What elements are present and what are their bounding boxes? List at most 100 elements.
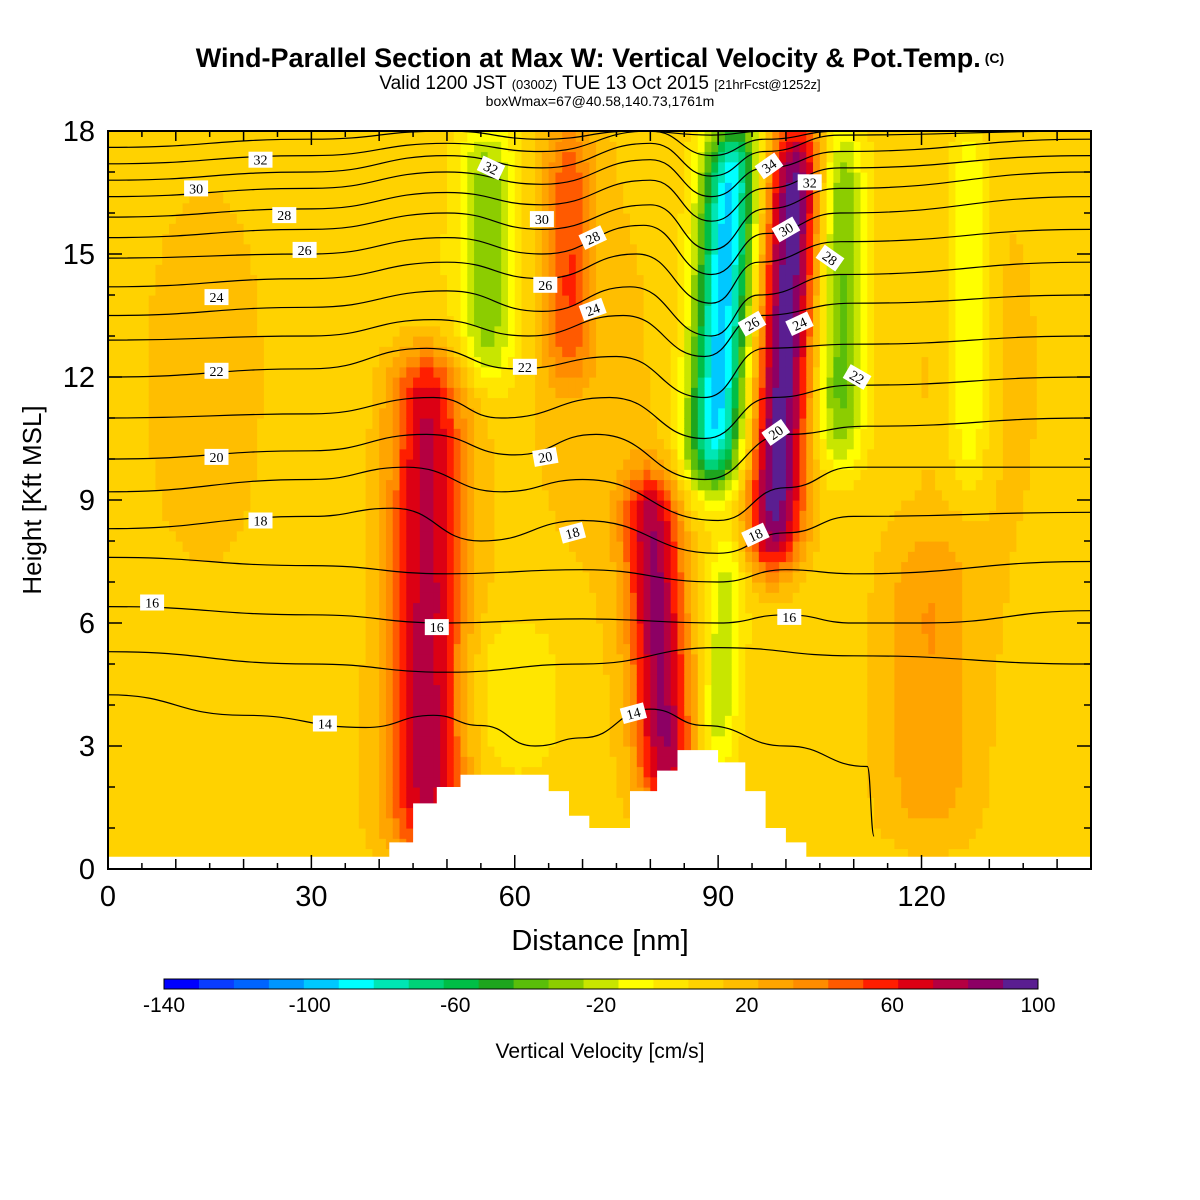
velocity-cell — [433, 254, 441, 265]
velocity-cell — [114, 756, 123, 768]
velocity-cell — [331, 479, 340, 491]
velocity-cell — [365, 469, 373, 481]
velocity-cell — [270, 623, 279, 634]
velocity-cell — [284, 192, 292, 204]
velocity-cell — [230, 428, 238, 440]
velocity-cell — [277, 735, 285, 747]
velocity-cell — [555, 295, 563, 306]
velocity-cell — [284, 807, 292, 819]
velocity-cell — [555, 664, 563, 675]
velocity-cell — [413, 715, 421, 727]
velocity-cell — [433, 756, 441, 768]
velocity-cell — [399, 305, 407, 317]
velocity-cell — [243, 561, 251, 573]
velocity-cell — [196, 561, 204, 573]
velocity-cell — [155, 397, 163, 409]
velocity-cell — [182, 756, 190, 768]
velocity-cell — [453, 582, 462, 593]
velocity-cell — [128, 787, 136, 798]
velocity-cell — [277, 694, 285, 706]
velocity-cell — [338, 489, 346, 501]
velocity-cell — [270, 418, 279, 429]
velocity-cell — [270, 653, 279, 665]
velocity-cell — [236, 807, 245, 819]
velocity-cell — [297, 182, 306, 194]
velocity-cell — [175, 172, 184, 183]
velocity-cell — [128, 325, 136, 337]
velocity-cell — [352, 202, 360, 214]
velocity-cell — [338, 243, 346, 255]
velocity-cell — [501, 551, 509, 563]
velocity-cell — [121, 141, 129, 153]
velocity-cell — [467, 489, 475, 501]
velocity-cell — [453, 725, 462, 737]
velocity-cell — [548, 336, 557, 347]
velocity-cell — [108, 541, 116, 552]
velocity-cell — [399, 202, 407, 214]
velocity-cell — [148, 192, 157, 204]
velocity-cell — [541, 264, 550, 276]
velocity-cell — [216, 213, 224, 224]
velocity-cell — [358, 551, 367, 563]
velocity-cell — [358, 520, 367, 532]
velocity-cell — [162, 202, 170, 214]
velocity-cell — [467, 664, 475, 675]
velocity-cell — [521, 274, 529, 286]
velocity-cell — [121, 243, 129, 255]
velocity-cell — [535, 694, 543, 706]
velocity-cell — [419, 633, 428, 645]
velocity-cell — [372, 438, 380, 450]
velocity-cell — [535, 438, 543, 450]
velocity-cell — [250, 746, 258, 757]
velocity-cell — [284, 582, 292, 593]
velocity-cell — [419, 387, 428, 399]
velocity-cell — [541, 602, 550, 614]
velocity-cell — [331, 295, 340, 306]
velocity-cell — [291, 459, 299, 470]
velocity-cell — [108, 151, 116, 163]
velocity-cell — [440, 131, 448, 142]
velocity-cell — [399, 428, 407, 440]
velocity-cell — [358, 838, 367, 850]
velocity-cell — [338, 325, 346, 337]
velocity-cell — [358, 254, 367, 265]
velocity-cell — [162, 397, 170, 409]
velocity-cell — [277, 633, 285, 645]
velocity-cell — [230, 192, 238, 204]
velocity-cell — [487, 766, 496, 778]
velocity-cell — [128, 633, 136, 645]
velocity-cell — [141, 254, 150, 265]
velocity-cell — [426, 653, 435, 665]
velocity-cell — [541, 192, 550, 204]
velocity-cell — [379, 838, 387, 850]
velocity-cell — [175, 571, 184, 583]
velocity-cell — [413, 541, 421, 552]
velocity-cell — [358, 664, 367, 675]
velocity-cell — [169, 479, 177, 491]
velocity-cell — [467, 305, 475, 317]
velocity-cell — [189, 766, 197, 778]
velocity-cell — [480, 325, 489, 337]
velocity-cell — [535, 397, 543, 409]
velocity-cell — [284, 541, 292, 552]
velocity-cell — [135, 254, 143, 265]
velocity-cell — [270, 541, 279, 552]
velocity-cell — [440, 705, 448, 716]
velocity-cell — [562, 172, 570, 183]
velocity-cell — [365, 623, 373, 634]
velocity-cell — [446, 500, 455, 511]
velocity-cell — [324, 264, 333, 276]
velocity-cell — [108, 295, 116, 306]
velocity-cell — [243, 366, 251, 378]
velocity-cell — [250, 182, 258, 194]
velocity-cell — [121, 633, 129, 645]
velocity-cell — [230, 305, 238, 317]
velocity-cell — [426, 674, 435, 686]
velocity-cell — [460, 459, 468, 470]
velocity-cell — [263, 459, 272, 470]
velocity-cell — [541, 315, 550, 327]
velocity-cell — [528, 746, 536, 757]
velocity-cell — [507, 766, 516, 778]
velocity-cell — [440, 161, 448, 173]
velocity-cell — [182, 582, 190, 593]
